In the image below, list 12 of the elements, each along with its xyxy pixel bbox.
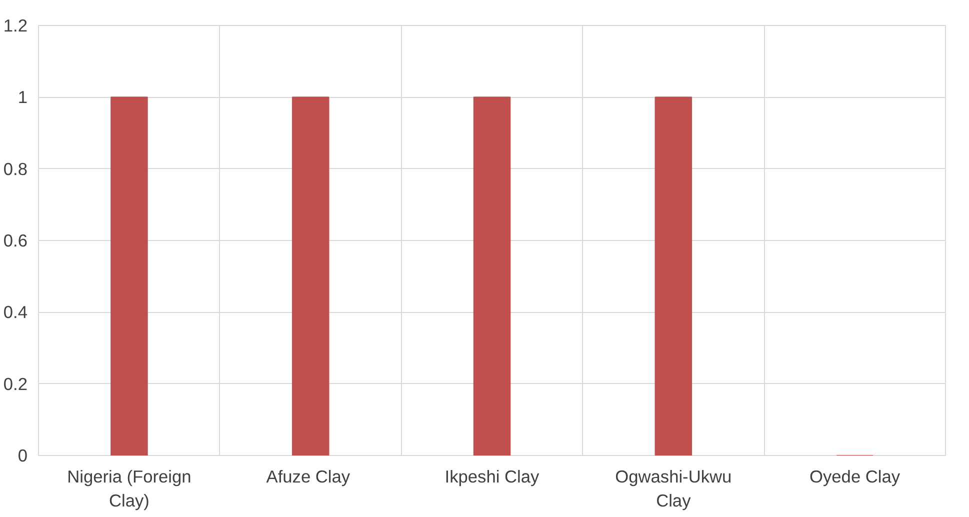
y-tick-label: 0 [18, 446, 28, 466]
y-tick-label: 1 [18, 87, 28, 108]
y-tick-label: 1.2 [3, 16, 28, 36]
y-tick-label: 0.2 [3, 374, 28, 394]
x-tick-label: Nigeria (Foreign Clay) [67, 466, 192, 510]
y-tick-label: 0.6 [3, 230, 28, 250]
x-tick-label: Oyede Clay [810, 466, 900, 486]
x-tick-label: Ikpeshi Clay [444, 466, 540, 486]
y-tick-label: 0.8 [3, 158, 28, 179]
y-tick-label: 0.4 [3, 302, 28, 322]
x-tick-label: Afuze Clay [266, 466, 350, 486]
x-tick-label: Ogwashi-Ukwu Clay [615, 466, 732, 510]
